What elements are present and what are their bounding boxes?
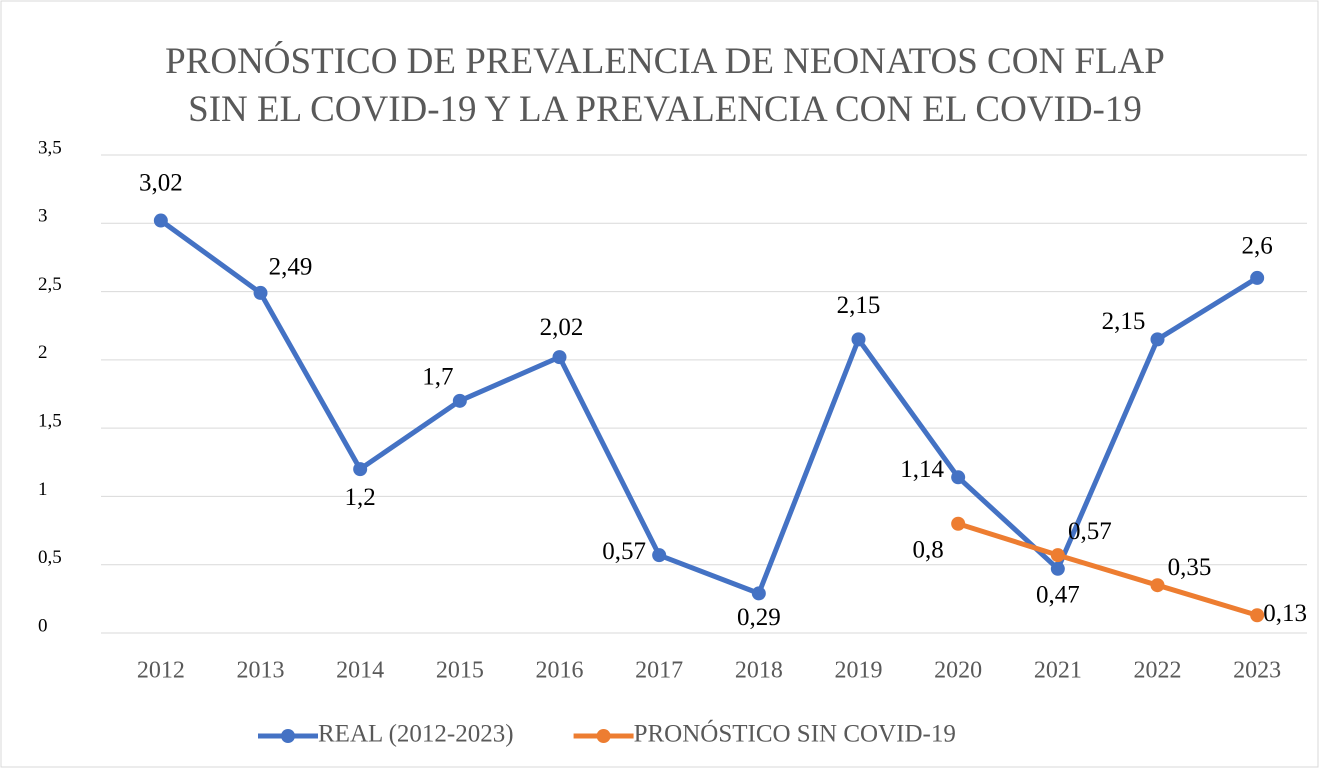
data-point — [1250, 270, 1265, 285]
data-point — [652, 548, 667, 563]
data-point — [751, 586, 766, 601]
data-point — [1150, 332, 1165, 347]
y-tick-label: 3 — [38, 206, 48, 227]
data-point — [253, 285, 268, 300]
data-point — [1250, 608, 1265, 623]
legend-marker — [281, 729, 295, 743]
x-tick-label: 2020 — [934, 658, 982, 684]
data-label: 0,13 — [1263, 600, 1307, 627]
data-point — [452, 393, 467, 408]
data-label: 1,2 — [345, 484, 376, 511]
chart-title: PRONÓSTICO DE PREVALENCIA DE NEONATOS CO… — [165, 41, 1165, 130]
data-label: 0,29 — [737, 604, 781, 631]
y-tick-label: 0 — [38, 615, 48, 636]
x-tick-label: 2012 — [137, 658, 185, 684]
data-label: 0,57 — [602, 538, 646, 565]
data-point — [353, 462, 368, 477]
x-tick-label: 2019 — [835, 658, 883, 684]
data-label: 1,14 — [900, 456, 944, 483]
data-label: 0,57 — [1068, 518, 1112, 545]
data-point — [1150, 578, 1165, 593]
x-tick-label: 2022 — [1134, 658, 1182, 684]
data-point — [1050, 548, 1065, 563]
data-point — [951, 470, 966, 485]
x-tick-label: 2015 — [436, 658, 484, 684]
x-tick-label: 2018 — [735, 658, 783, 684]
y-tick-label: 1 — [38, 479, 48, 500]
data-point — [153, 213, 168, 228]
x-tick-label: 2023 — [1233, 658, 1281, 684]
data-label: 2,15 — [837, 292, 881, 319]
data-point — [1050, 561, 1065, 576]
legend-marker — [596, 729, 611, 743]
data-label: 2,49 — [269, 254, 313, 281]
x-tick-label: 2016 — [536, 658, 584, 684]
data-label: 0,8 — [913, 536, 944, 563]
legend-label: REAL (2012-2023) — [318, 721, 514, 748]
data-label: 2,02 — [540, 314, 584, 341]
data-label: 3,02 — [139, 169, 183, 196]
series-line — [159, 218, 1259, 596]
y-tick-label: 2,5 — [38, 274, 62, 295]
x-tick-label: 2013 — [237, 658, 285, 684]
y-tick-label: 0,5 — [38, 547, 62, 568]
x-tick-label: 2014 — [336, 658, 384, 684]
data-point — [851, 332, 866, 347]
x-tick-label: 2021 — [1034, 658, 1082, 684]
data-label: 0,35 — [1168, 554, 1212, 581]
data-point — [552, 350, 567, 365]
legend-label: PRONÓSTICO SIN COVID-19 — [634, 720, 956, 748]
series-line — [957, 521, 1258, 618]
data-label: 2,6 — [1242, 233, 1273, 260]
y-tick-label: 1,5 — [38, 411, 62, 432]
data-label: 2,15 — [1102, 308, 1146, 335]
y-tick-label: 3,5 — [38, 137, 62, 158]
data-point — [951, 516, 966, 531]
x-tick-label: 2017 — [635, 658, 683, 684]
y-tick-label: 2 — [38, 342, 48, 363]
data-label: 0,47 — [1036, 582, 1080, 609]
data-label: 1,7 — [422, 364, 453, 391]
